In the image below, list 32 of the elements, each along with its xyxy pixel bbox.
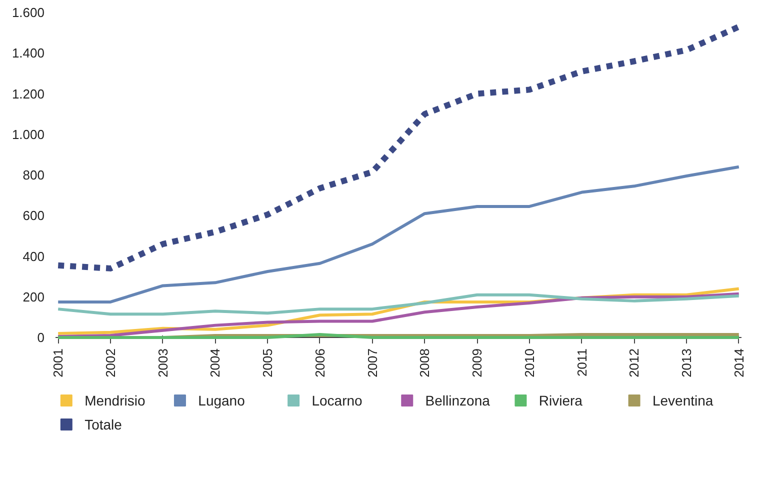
legend-label: Locarno [312,392,363,408]
x-tick-label: 2001 [50,348,66,378]
x-tick-label: 2007 [364,348,380,378]
x-tick-label: 2010 [522,348,537,378]
x-tick-label: 2006 [312,348,328,378]
y-tick-label: 800 [22,168,45,182]
x-tick-label: 2008 [417,348,432,378]
legend-label: Leventina [652,392,714,408]
legend-label: Mendrisio [84,392,146,408]
legend-label: Totale [84,416,122,432]
x-tick-label: 2003 [155,348,170,378]
line-series [56,165,740,304]
y-tick-label: 400 [22,248,45,264]
x-tick-label: 2009 [470,348,485,378]
y-tick-label: 200 [22,289,45,304]
y-tick-label: 1.600 [12,5,45,20]
y-tick-label: 1.000 [12,126,45,142]
x-tick-label: 2014 [731,348,746,378]
x-tick-label: 2002 [102,348,118,378]
legend-label: Lugano [198,392,246,408]
x-tick-label: 2013 [679,348,694,378]
x-tick-label: 2012 [626,348,642,378]
line-series [56,293,740,316]
x-tick-label: 2011 [574,348,590,376]
y-tick-label: 1.200 [12,86,45,102]
y-tick-label: 1.400 [12,46,45,61]
x-tick-label: 2004 [208,348,223,378]
y-tick-label: 600 [22,208,45,224]
legend-label: Riviera [538,392,583,408]
legend-label: Bellinzona [425,392,490,408]
y-tick-label: 0 [37,330,45,345]
x-tick-label: 2005 [260,348,276,378]
